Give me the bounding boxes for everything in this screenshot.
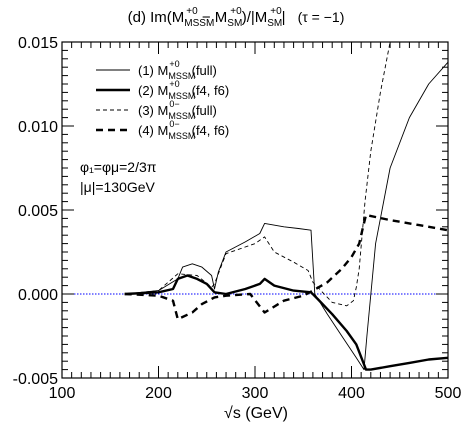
annotation-mu: |μ|=130GeV [80, 179, 156, 195]
y-tick-label: -0.005 [13, 371, 58, 388]
annotation-phi: φ₁=φμ=2/3π [80, 159, 157, 175]
x-tick-label: 300 [242, 385, 269, 402]
plot-area: 100 200 300 400 500 -0.005 0.000 0.005 0.010 0.01… [13, 35, 462, 402]
series-line-2 [124, 274, 448, 371]
y-tick-label: 0.000 [18, 287, 58, 304]
title-sup1: +0 [186, 6, 198, 17]
title-sup3: +0 [270, 6, 282, 17]
x-tick-label: 200 [145, 385, 172, 402]
x-tick-label: 100 [49, 385, 76, 402]
x-axis-label: √s (GeV) [224, 405, 288, 422]
title-prefix: (d) Im(M [128, 9, 185, 26]
y-tick-label: 0.005 [18, 203, 58, 220]
legend: (1) MMSSM+0 (full)(2) MMSSM+0 (f4, f6)(3) … [96, 59, 229, 141]
title-sub3: SM [267, 18, 282, 29]
title-suffix: | [282, 9, 286, 26]
y-tick-label: 0.015 [18, 35, 58, 52]
series-line-4 [124, 213, 448, 321]
legend-label-1: (1) MMSSM+0 (full) [138, 59, 217, 81]
x-tick-label: 400 [338, 385, 365, 402]
series-line-3 [124, 42, 391, 307]
chart-title: (d) Im(MMSSM+0 − MSM+0)/|MSM+0| (τ = −1) [128, 6, 345, 29]
series-line-1 [124, 61, 448, 371]
title-tau: (τ = −1) [298, 9, 345, 25]
title-sup2: +0 [230, 6, 242, 17]
y-tick-label: 0.010 [18, 119, 58, 136]
legend-label-2: (2) MMSSM+0 (f4, f6) [138, 79, 229, 101]
title-sub2: SM [227, 18, 242, 29]
title-mid: − M [198, 9, 228, 26]
legend-label-4: (4) MMSSM0− (f4, f6) [138, 119, 229, 141]
legend-label-3: (3) MMSSM0− (full) [138, 99, 217, 121]
x-tick-label: 500 [435, 385, 462, 402]
title-mid2: )/|M [242, 9, 268, 26]
title-sub1: MSSM [184, 18, 214, 29]
